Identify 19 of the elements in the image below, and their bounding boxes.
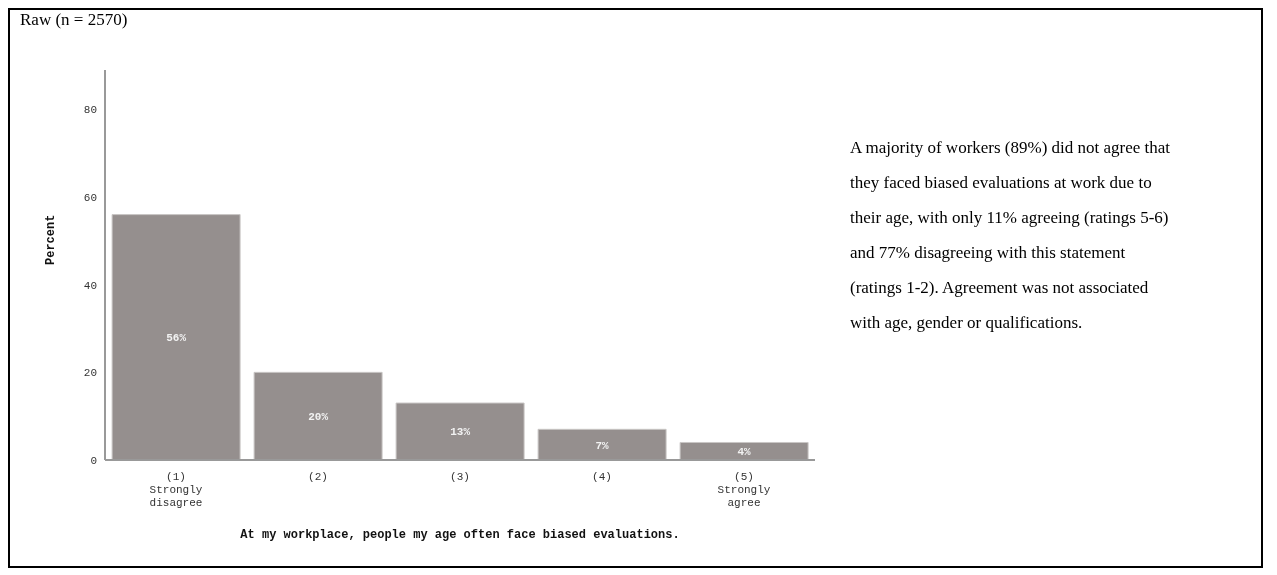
data-label: 20%: [308, 411, 329, 424]
x-axis-title: At my workplace, people my age often face biased evaluations.: [240, 528, 680, 542]
y-tick-label: 40: [83, 279, 97, 292]
x-tick-label: (2): [308, 471, 328, 483]
y-tick-label: 60: [83, 191, 97, 204]
x-tick-label: (5) Strongly agree: [717, 471, 771, 509]
data-label: 4%: [737, 446, 752, 459]
x-tick-label: (1) Strongly disagree: [149, 471, 203, 509]
data-label: 7%: [595, 439, 610, 452]
x-tick-label: (3): [450, 471, 470, 483]
chart-title: Raw (n = 2570): [20, 10, 128, 30]
data-label: 56%: [166, 332, 187, 345]
y-tick-label: 0: [90, 454, 97, 467]
y-tick-label: 20: [83, 367, 97, 380]
data-label: 13%: [450, 426, 471, 439]
x-tick-label: (4): [592, 471, 612, 483]
text: A majority of workers (89%) did not agree that they faced biased evaluations at work due to their age, with only 11% agreeing (ratings 5-6) and 77% disagreeing with this statement (ratings 1-2). Agreement was not associated with age, gender or qualifications.: [850, 137, 1172, 334]
y-tick-label: 80: [83, 104, 97, 117]
y-axis-title: Percent: [44, 214, 59, 265]
